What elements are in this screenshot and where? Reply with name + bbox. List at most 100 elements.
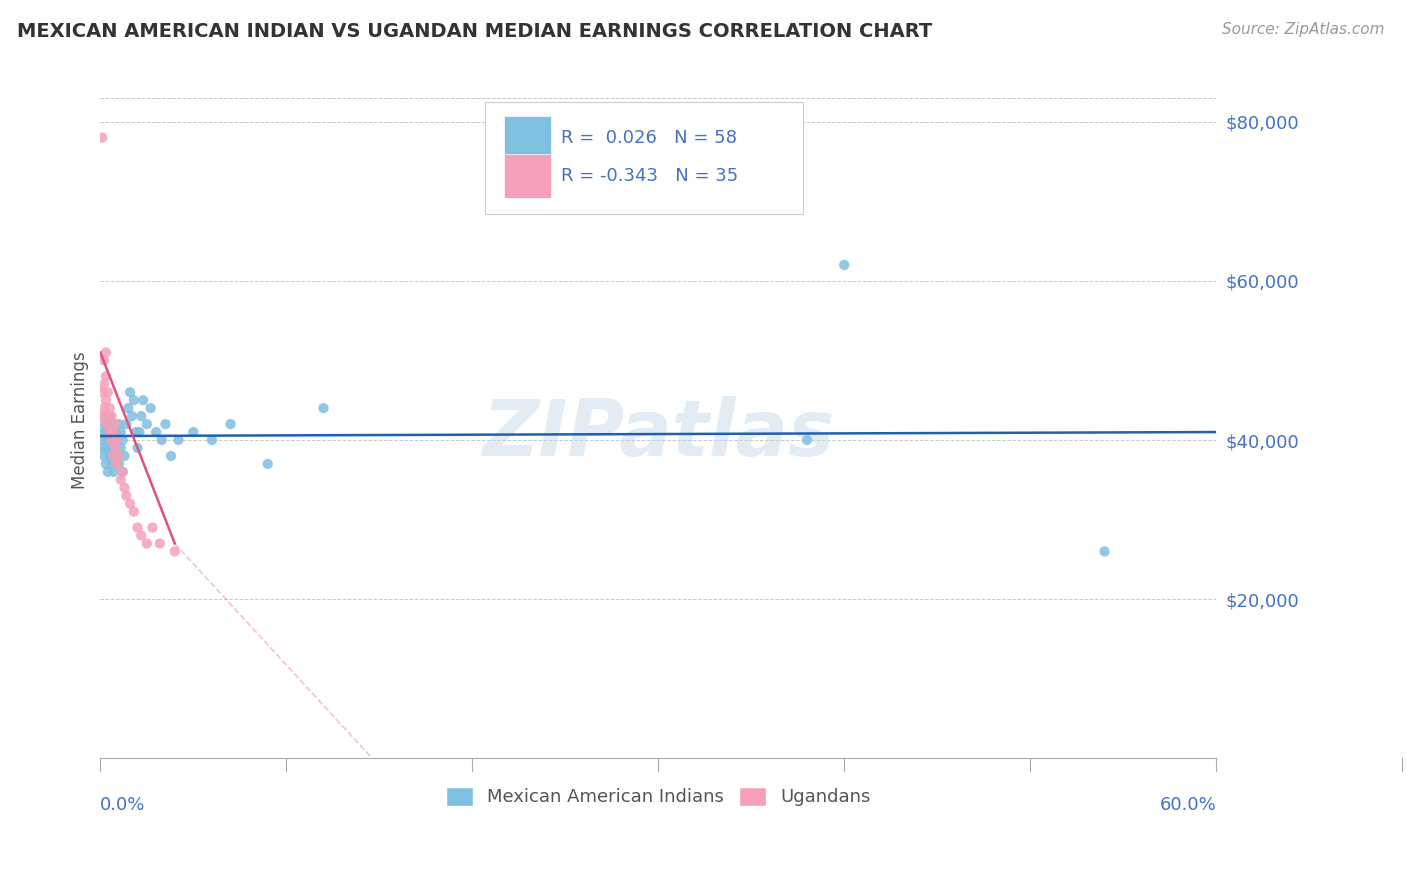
- Point: [132, 393, 155, 408]
- Point: [108, 417, 131, 431]
- FancyBboxPatch shape: [505, 154, 551, 198]
- Point: [97, 385, 120, 400]
- Point: [105, 449, 128, 463]
- Point: [98, 409, 121, 424]
- Point: [97, 417, 120, 431]
- Point: [98, 425, 121, 439]
- Point: [155, 417, 177, 431]
- Point: [104, 441, 127, 455]
- Point: [219, 417, 242, 431]
- Point: [103, 449, 125, 463]
- Point: [145, 425, 167, 439]
- Point: [93, 425, 115, 439]
- Point: [120, 385, 142, 400]
- Point: [98, 425, 121, 439]
- Point: [103, 425, 125, 439]
- Point: [104, 425, 127, 439]
- Point: [115, 417, 138, 431]
- Point: [91, 433, 114, 447]
- Text: 0.0%: 0.0%: [100, 796, 146, 814]
- Point: [91, 130, 114, 145]
- Point: [108, 457, 131, 471]
- Point: [103, 425, 125, 439]
- Point: [98, 441, 121, 455]
- Point: [160, 449, 183, 463]
- FancyBboxPatch shape: [505, 116, 551, 160]
- Point: [135, 536, 157, 550]
- Point: [104, 417, 127, 431]
- Text: 60.0%: 60.0%: [1160, 796, 1216, 814]
- Point: [111, 465, 134, 479]
- Text: MEXICAN AMERICAN INDIAN VS UGANDAN MEDIAN EARNINGS CORRELATION CHART: MEXICAN AMERICAN INDIAN VS UGANDAN MEDIA…: [17, 22, 932, 41]
- Point: [312, 401, 335, 416]
- Point: [97, 409, 120, 424]
- Point: [94, 369, 117, 384]
- Point: [167, 433, 190, 447]
- Point: [93, 377, 115, 392]
- Y-axis label: Median Earnings: Median Earnings: [72, 351, 89, 489]
- Text: R = -0.343   N = 35: R = -0.343 N = 35: [561, 168, 738, 186]
- Point: [163, 544, 186, 558]
- Point: [111, 465, 134, 479]
- Point: [114, 449, 136, 463]
- Point: [120, 497, 142, 511]
- Point: [93, 353, 115, 368]
- Point: [104, 441, 127, 455]
- Point: [98, 449, 121, 463]
- Point: [100, 417, 122, 431]
- Text: R =  0.026   N = 58: R = 0.026 N = 58: [561, 128, 737, 146]
- Point: [110, 473, 132, 487]
- Point: [141, 520, 163, 534]
- Point: [94, 409, 117, 424]
- Point: [91, 441, 114, 455]
- Point: [201, 433, 224, 447]
- Point: [127, 441, 149, 455]
- Point: [108, 449, 131, 463]
- Point: [93, 449, 115, 463]
- Point: [122, 393, 145, 408]
- Point: [94, 457, 117, 471]
- Point: [122, 505, 145, 519]
- Point: [832, 258, 855, 272]
- Legend: Mexican American Indians, Ugandans: Mexican American Indians, Ugandans: [439, 780, 877, 814]
- Point: [97, 433, 120, 447]
- Point: [110, 425, 132, 439]
- Point: [111, 433, 134, 447]
- Point: [100, 433, 122, 447]
- Point: [91, 385, 114, 400]
- Point: [94, 425, 117, 439]
- Point: [121, 409, 143, 424]
- Point: [105, 433, 128, 447]
- Point: [97, 465, 120, 479]
- Point: [796, 433, 818, 447]
- Point: [117, 401, 139, 416]
- Point: [139, 401, 162, 416]
- Point: [125, 425, 148, 439]
- Point: [183, 425, 205, 439]
- Point: [256, 457, 278, 471]
- Point: [1094, 544, 1116, 558]
- Point: [100, 457, 122, 471]
- Point: [103, 465, 125, 479]
- Point: [91, 409, 114, 424]
- Text: ZIPatlas: ZIPatlas: [482, 396, 834, 472]
- Point: [129, 409, 152, 424]
- Point: [103, 449, 125, 463]
- Point: [94, 417, 117, 431]
- Point: [135, 417, 157, 431]
- Point: [114, 481, 136, 495]
- Point: [110, 441, 132, 455]
- Point: [94, 345, 117, 359]
- Point: [149, 536, 172, 550]
- FancyBboxPatch shape: [485, 103, 803, 214]
- Text: Source: ZipAtlas.com: Source: ZipAtlas.com: [1222, 22, 1385, 37]
- Point: [105, 457, 128, 471]
- Point: [115, 489, 138, 503]
- Point: [93, 401, 115, 416]
- Point: [150, 433, 173, 447]
- Point: [105, 433, 128, 447]
- Point: [94, 393, 117, 408]
- Point: [127, 520, 149, 534]
- Point: [98, 401, 121, 416]
- Point: [94, 441, 117, 455]
